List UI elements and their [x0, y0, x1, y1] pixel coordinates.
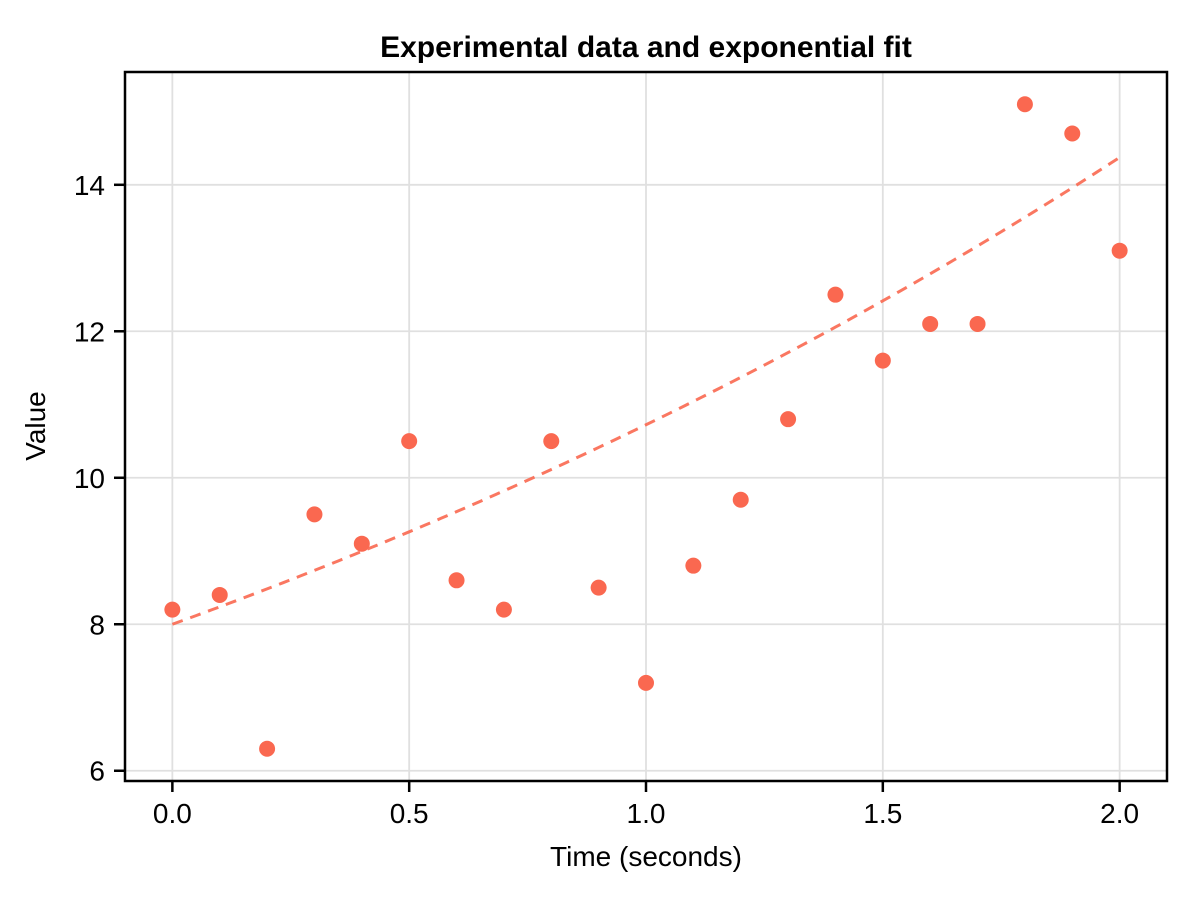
data-point — [638, 674, 654, 691]
data-point — [922, 315, 939, 332]
y-tick-label: 6 — [89, 756, 105, 787]
data-point — [164, 601, 181, 618]
data-point — [259, 740, 276, 757]
data-point — [1064, 125, 1081, 142]
x-tick-label: 2.0 — [1100, 798, 1139, 829]
data-point — [495, 601, 512, 618]
x-tick-label: 1.0 — [627, 798, 666, 829]
y-tick-label: 14 — [74, 170, 105, 201]
data-point — [1111, 242, 1128, 259]
data-point — [306, 506, 323, 523]
data-point — [590, 579, 607, 596]
fit-line-layer — [171, 156, 1121, 626]
data-point — [780, 411, 797, 428]
data-points-layer — [164, 96, 1128, 757]
x-axis-label: Time (seconds) — [550, 841, 742, 872]
data-point — [827, 286, 844, 303]
data-point — [543, 433, 560, 450]
y-tick-label: 10 — [74, 463, 105, 494]
x-tick-label: 0.5 — [390, 798, 429, 829]
tick-labels-layer: 0.0 0.5 1.0 1.5 2.0 6 8 10 12 14 — [74, 170, 1139, 829]
tick-marks-layer — [114, 183, 1121, 792]
y-axis-label: Value — [20, 391, 51, 461]
plot-border — [123, 70, 1169, 783]
data-point — [448, 572, 465, 589]
y-tick-label: 12 — [74, 316, 105, 347]
chart-title: Experimental data and exponential fit — [380, 31, 912, 64]
data-point — [401, 433, 418, 450]
y-tick-label: 8 — [89, 609, 105, 640]
data-point — [969, 315, 986, 332]
data-point — [732, 491, 749, 508]
data-point — [353, 535, 370, 552]
data-point — [1016, 96, 1033, 113]
x-tick-label: 1.5 — [863, 798, 902, 829]
data-point — [211, 586, 228, 603]
x-tick-label: 0.0 — [153, 798, 192, 829]
axes-spines-layer — [123, 70, 1169, 783]
data-point — [874, 352, 891, 369]
exponential-fit-line — [171, 156, 1121, 626]
gridlines-layer — [125, 72, 1167, 781]
data-point — [685, 557, 702, 574]
